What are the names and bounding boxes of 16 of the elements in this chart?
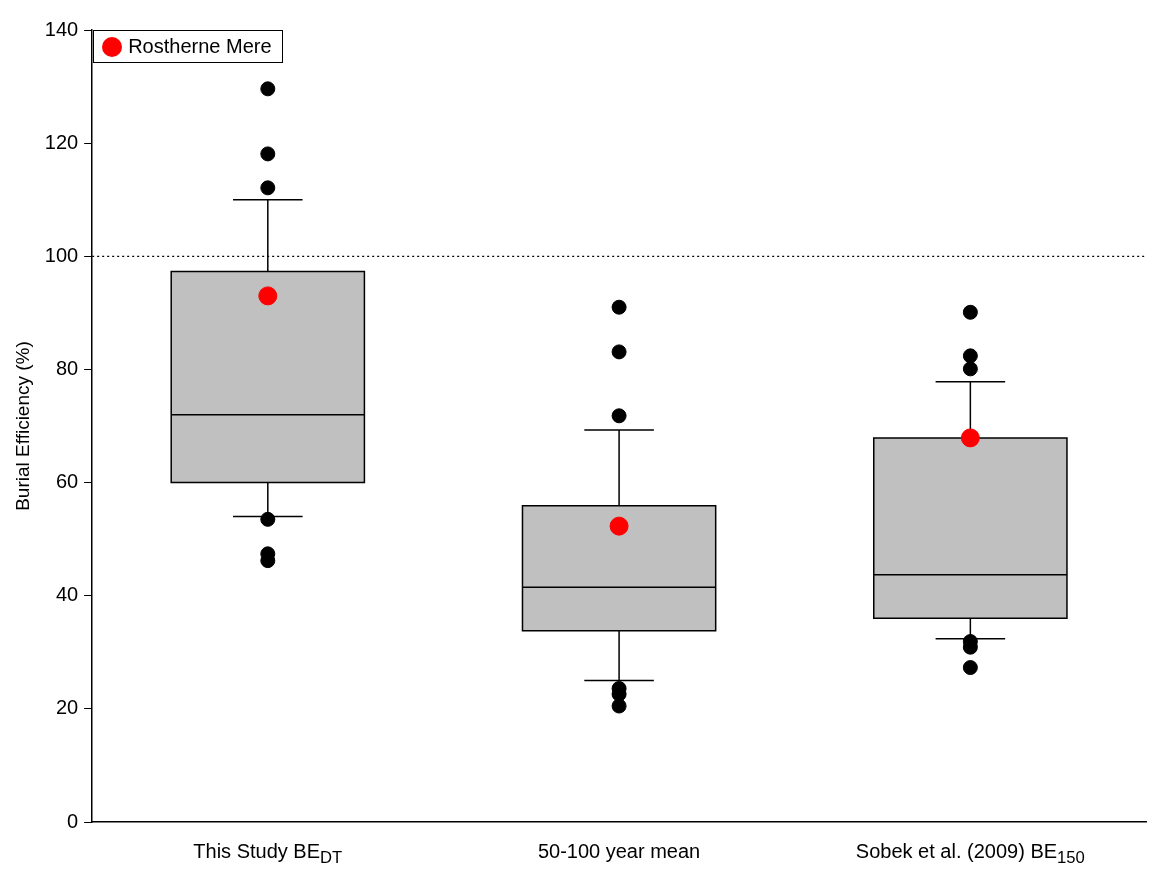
y-tick-label: 80	[55, 356, 79, 379]
y-tick-label: 140	[44, 17, 79, 40]
y-tick-label: 100	[44, 243, 79, 266]
x-tick-label: 50-100 year mean	[536, 840, 702, 863]
y-tick-label: 40	[55, 583, 79, 606]
point	[258, 286, 278, 306]
point	[609, 516, 629, 536]
y-tick-label: 20	[55, 696, 79, 719]
x-tick-label: This Study BE$_{DT}$	[192, 840, 344, 868]
legend-label: Rostherne Mere	[128, 35, 272, 58]
point	[960, 428, 980, 448]
y-axis-title: Burial Efficiency (%)	[11, 341, 33, 511]
x-tick-label: Sobek et al. (2009) BE$_{150}$	[854, 840, 1086, 868]
y-tick-label: 120	[44, 130, 79, 153]
y-tick-label: 0	[67, 809, 79, 832]
y-tick-label: 60	[55, 470, 79, 493]
